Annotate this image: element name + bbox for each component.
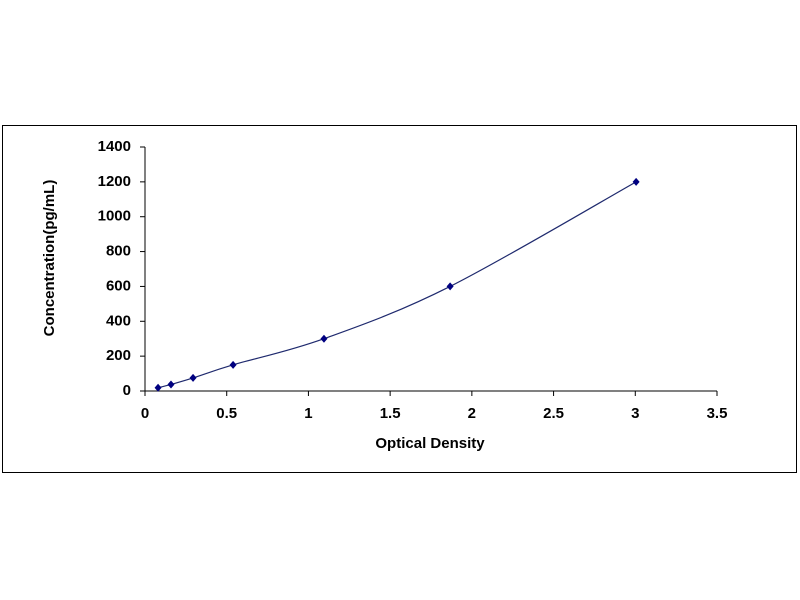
point [229, 360, 237, 369]
point [189, 373, 197, 382]
y-tick-label: 1400 [98, 138, 131, 155]
point [154, 383, 162, 392]
x-tick-label: 2 [468, 405, 476, 422]
y-tick-label: 200 [106, 347, 131, 364]
y-tick-label: 1200 [98, 173, 131, 190]
y-tick-label: 600 [106, 277, 131, 294]
x-axis-label: Optical Density [375, 435, 485, 452]
x-tick-label: 1 [304, 405, 312, 422]
y-tick-label: 0 [123, 382, 131, 399]
x-tick-label: 0.5 [216, 405, 237, 422]
x-tick-label: 1.5 [380, 405, 401, 422]
point [320, 334, 328, 343]
y-tick-label: 400 [106, 312, 131, 329]
x-tick-label: 2.5 [543, 405, 564, 422]
chart-frame [2, 125, 797, 473]
x-tick-label: 0 [141, 405, 149, 422]
y-axis-label: Concentration(pg/mL) [41, 180, 58, 337]
y-tick-label: 1000 [98, 208, 131, 225]
x-tick-label: 3.5 [707, 405, 728, 422]
y-tick-label: 800 [106, 243, 131, 260]
point [167, 380, 175, 389]
point [632, 177, 640, 186]
point [446, 282, 454, 291]
x-tick-label: 3 [631, 405, 639, 422]
